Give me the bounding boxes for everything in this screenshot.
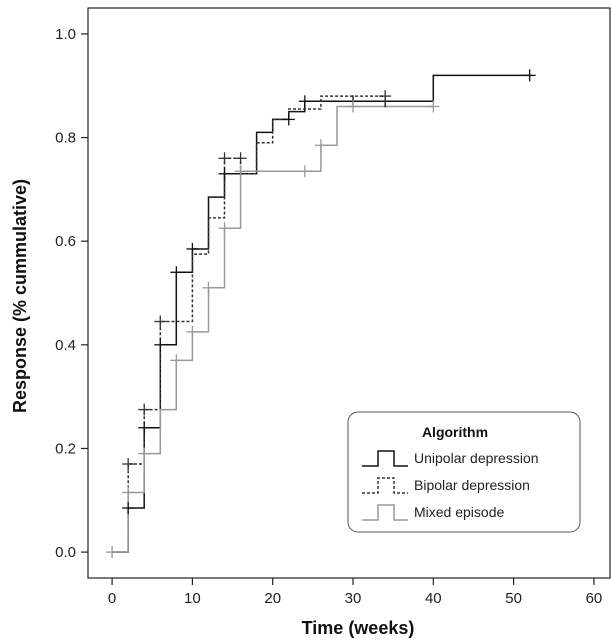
y-tick-label: 0.4 (55, 337, 76, 354)
series-line-mixed-episode (112, 105, 434, 553)
legend-swatch (362, 450, 408, 467)
y-axis-title: Response (% cummulative) (10, 179, 30, 413)
censor-mark (523, 69, 536, 82)
censor-marks (106, 69, 536, 559)
legend-label: Bipolar depression (414, 477, 530, 493)
censor-mark (379, 90, 392, 103)
censor-mark (218, 167, 231, 180)
y-tick-label: 0.0 (55, 544, 76, 561)
legend-swatch (362, 504, 408, 521)
x-tick-label: 0 (108, 590, 116, 607)
censor-mark (202, 281, 215, 294)
x-axis: 0 10 20 30 40 50 60 (108, 578, 602, 607)
legend-item: Mixed episode (362, 504, 504, 521)
censor-mark (138, 421, 151, 434)
y-tick-label: 0.2 (55, 440, 76, 457)
censor-mark (186, 242, 199, 255)
x-tick-label: 30 (345, 590, 362, 607)
y-axis: 0.0 0.2 0.4 0.6 0.8 1.0 (55, 26, 88, 561)
x-tick-label: 20 (264, 590, 281, 607)
censor-mark (298, 165, 311, 178)
censor-mark (170, 266, 183, 279)
censor-mark (347, 100, 360, 113)
series-line-bipolar-depression (112, 95, 386, 553)
x-tick-label: 50 (505, 590, 522, 607)
censor-mark (218, 222, 231, 235)
x-tick-label: 40 (425, 590, 442, 607)
censor-mark (138, 403, 151, 416)
censor-mark (122, 486, 135, 499)
legend-label: Mixed episode (414, 504, 504, 520)
censor-mark (154, 315, 167, 328)
y-tick-label: 0.6 (55, 233, 76, 250)
censor-mark (427, 100, 440, 113)
y-tick-label: 1.0 (55, 26, 76, 43)
censor-mark (298, 95, 311, 108)
censor-mark (170, 354, 183, 367)
legend-items: Unipolar depression Bipolar depression Mix… (362, 450, 539, 521)
censor-mark (234, 152, 247, 165)
censor-mark (186, 325, 199, 338)
legend-item: Bipolar depression (362, 477, 530, 494)
plot-frame (87, 7, 611, 579)
censor-mark (234, 165, 247, 178)
legend-label: Unipolar depression (414, 450, 539, 466)
censor-mark (282, 113, 295, 126)
x-tick-label: 60 (586, 590, 603, 607)
censor-mark (154, 338, 167, 351)
censor-mark (314, 139, 327, 152)
legend-item: Unipolar depression (362, 450, 539, 467)
censor-mark (138, 447, 151, 460)
censor-mark (122, 458, 135, 470)
censor-mark (122, 502, 135, 515)
censor-mark (106, 546, 119, 559)
x-axis-title: Time (weeks) (302, 618, 415, 638)
y-tick-label: 0.8 (55, 130, 76, 147)
legend-title: Algorithm (422, 424, 488, 440)
censor-mark (218, 152, 231, 165)
x-tick-label: 10 (184, 590, 201, 607)
legend-box (347, 411, 581, 533)
legend: Algorithm Unipolar depression Bipolar dep… (347, 411, 581, 533)
